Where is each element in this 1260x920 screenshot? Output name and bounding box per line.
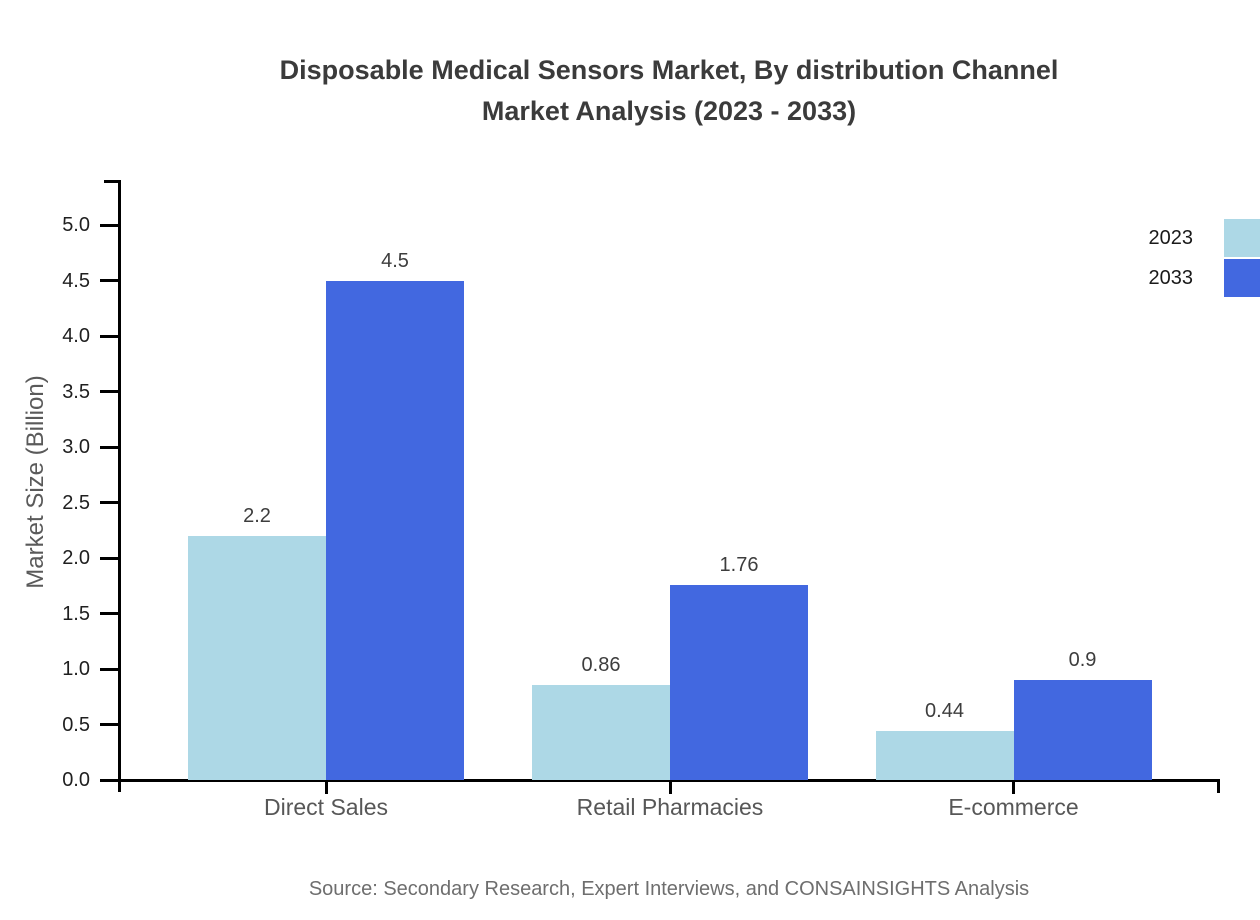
source-note: Source: Secondary Research, Expert Inter…: [308, 878, 1030, 900]
category-label-direct-sales: Direct Sales: [264, 794, 388, 820]
y-tick-label: 2.0: [62, 547, 90, 569]
legend-row-2033: 2033: [1149, 258, 1260, 298]
category-label-retail-pharmacies: Retail Pharmacies: [576, 794, 764, 820]
y-tick: [100, 501, 118, 504]
y-tick: [100, 612, 118, 615]
y-tick-label: 0.5: [62, 713, 90, 736]
value-label-2033-retail-pharmacies: 1.76: [719, 553, 759, 576]
legend-swatch-2023: [1224, 219, 1260, 257]
y-tick-label: 0.0: [62, 769, 90, 791]
chart-title-line2: Market Analysis (2023 - 2033): [481, 96, 857, 126]
x-tick: [1012, 780, 1015, 794]
value-label-2023-retail-pharmacies: 0.86: [581, 653, 621, 676]
bar-2033-e-commerce: [1013, 680, 1152, 780]
y-axis-top-cap: [104, 180, 118, 183]
y-tick: [100, 390, 118, 393]
bar-2023-retail-pharmacies: [532, 684, 670, 780]
category-label-e-commerce: E-commerce: [948, 794, 1079, 820]
y-tick: [100, 223, 118, 227]
x-tick: [324, 780, 328, 794]
value-label-2033-e-commerce: 0.9: [1068, 649, 1097, 672]
value-label-2023-direct-sales: 2.2: [243, 504, 271, 527]
y-tick-label: 3.0: [62, 436, 90, 458]
legend-swatch-2033: [1224, 259, 1260, 297]
bar-2033-retail-pharmacies: [670, 584, 808, 780]
y-tick-label: 3.5: [62, 380, 90, 403]
y-tick: [100, 279, 118, 282]
legend: 2023 2033: [1149, 218, 1260, 298]
y-axis-line: [118, 180, 121, 792]
y-tick: [100, 445, 118, 449]
chart-title: Disposable Medical Sensors Market, By di…: [118, 50, 1220, 132]
legend-label-2023: 2023: [1148, 226, 1194, 249]
legend-label-2033: 2033: [1148, 266, 1194, 289]
x-axis-end-cap: [1217, 779, 1220, 793]
y-tick-label: 2.5: [62, 491, 90, 514]
legend-row-2023: 2023: [1149, 218, 1260, 258]
plot-area: 0.0 0.5 1.0 1.5 2.0 2.5 3.0 3.5 4.0 4.5 5.0 2.2 4.5 D…: [62, 180, 1220, 820]
bar-2033-direct-sales: [326, 280, 464, 780]
value-label-2033-direct-sales: 4.5: [381, 249, 409, 272]
bar-2023-direct-sales: [188, 535, 326, 780]
chart-title-line1: Disposable Medical Sensors Market, By di…: [279, 55, 1059, 85]
y-tick-label: 1.0: [62, 658, 90, 680]
y-tick-label: 5.0: [62, 214, 90, 236]
y-tick: [100, 334, 118, 338]
bar-2023-e-commerce: [875, 731, 1014, 780]
y-tick: [100, 778, 118, 782]
y-tick-label: 4.5: [62, 269, 90, 292]
y-tick: [100, 556, 118, 560]
y-tick: [100, 667, 118, 671]
y-tick: [100, 723, 118, 726]
y-tick-label: 1.5: [62, 602, 90, 625]
y-tick-label: 4.0: [62, 325, 90, 347]
x-tick: [668, 780, 672, 794]
value-label-2023-e-commerce: 0.44: [925, 700, 964, 723]
